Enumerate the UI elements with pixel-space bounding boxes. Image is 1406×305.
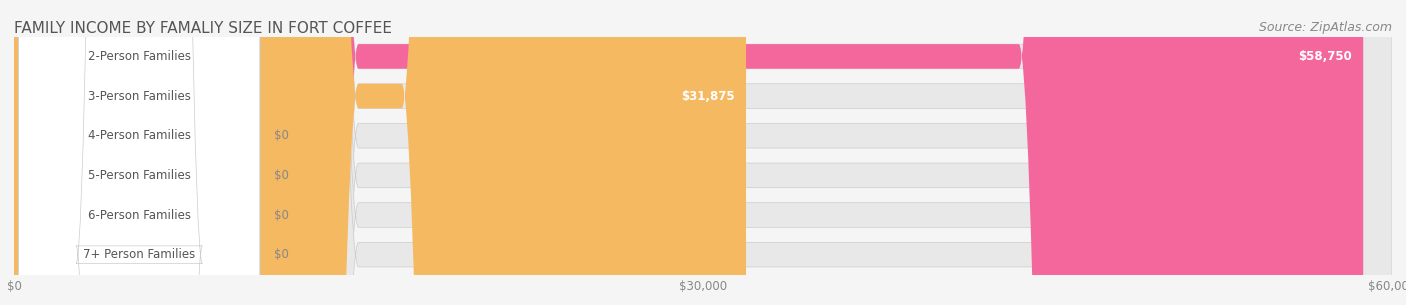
FancyBboxPatch shape <box>14 0 1392 305</box>
FancyBboxPatch shape <box>18 0 260 305</box>
Text: $31,875: $31,875 <box>681 90 734 102</box>
Text: 3-Person Families: 3-Person Families <box>87 90 191 102</box>
FancyBboxPatch shape <box>14 0 1364 305</box>
FancyBboxPatch shape <box>14 0 1392 305</box>
Text: 4-Person Families: 4-Person Families <box>87 129 191 142</box>
FancyBboxPatch shape <box>14 0 1392 305</box>
Text: $0: $0 <box>274 129 288 142</box>
Text: 6-Person Families: 6-Person Families <box>87 209 191 221</box>
FancyBboxPatch shape <box>18 0 260 305</box>
Text: $0: $0 <box>274 248 288 261</box>
FancyBboxPatch shape <box>14 0 1392 305</box>
FancyBboxPatch shape <box>14 0 1392 305</box>
Text: $58,750: $58,750 <box>1298 50 1351 63</box>
Text: 7+ Person Families: 7+ Person Families <box>83 248 195 261</box>
FancyBboxPatch shape <box>18 0 260 305</box>
FancyBboxPatch shape <box>18 0 260 305</box>
FancyBboxPatch shape <box>14 0 1392 305</box>
Text: Source: ZipAtlas.com: Source: ZipAtlas.com <box>1258 21 1392 34</box>
Text: 5-Person Families: 5-Person Families <box>87 169 191 182</box>
Text: $0: $0 <box>274 169 288 182</box>
Text: $0: $0 <box>274 209 288 221</box>
Text: 2-Person Families: 2-Person Families <box>87 50 191 63</box>
Text: FAMILY INCOME BY FAMALIY SIZE IN FORT COFFEE: FAMILY INCOME BY FAMALIY SIZE IN FORT CO… <box>14 21 392 36</box>
FancyBboxPatch shape <box>18 0 260 305</box>
FancyBboxPatch shape <box>18 0 260 305</box>
FancyBboxPatch shape <box>14 0 747 305</box>
